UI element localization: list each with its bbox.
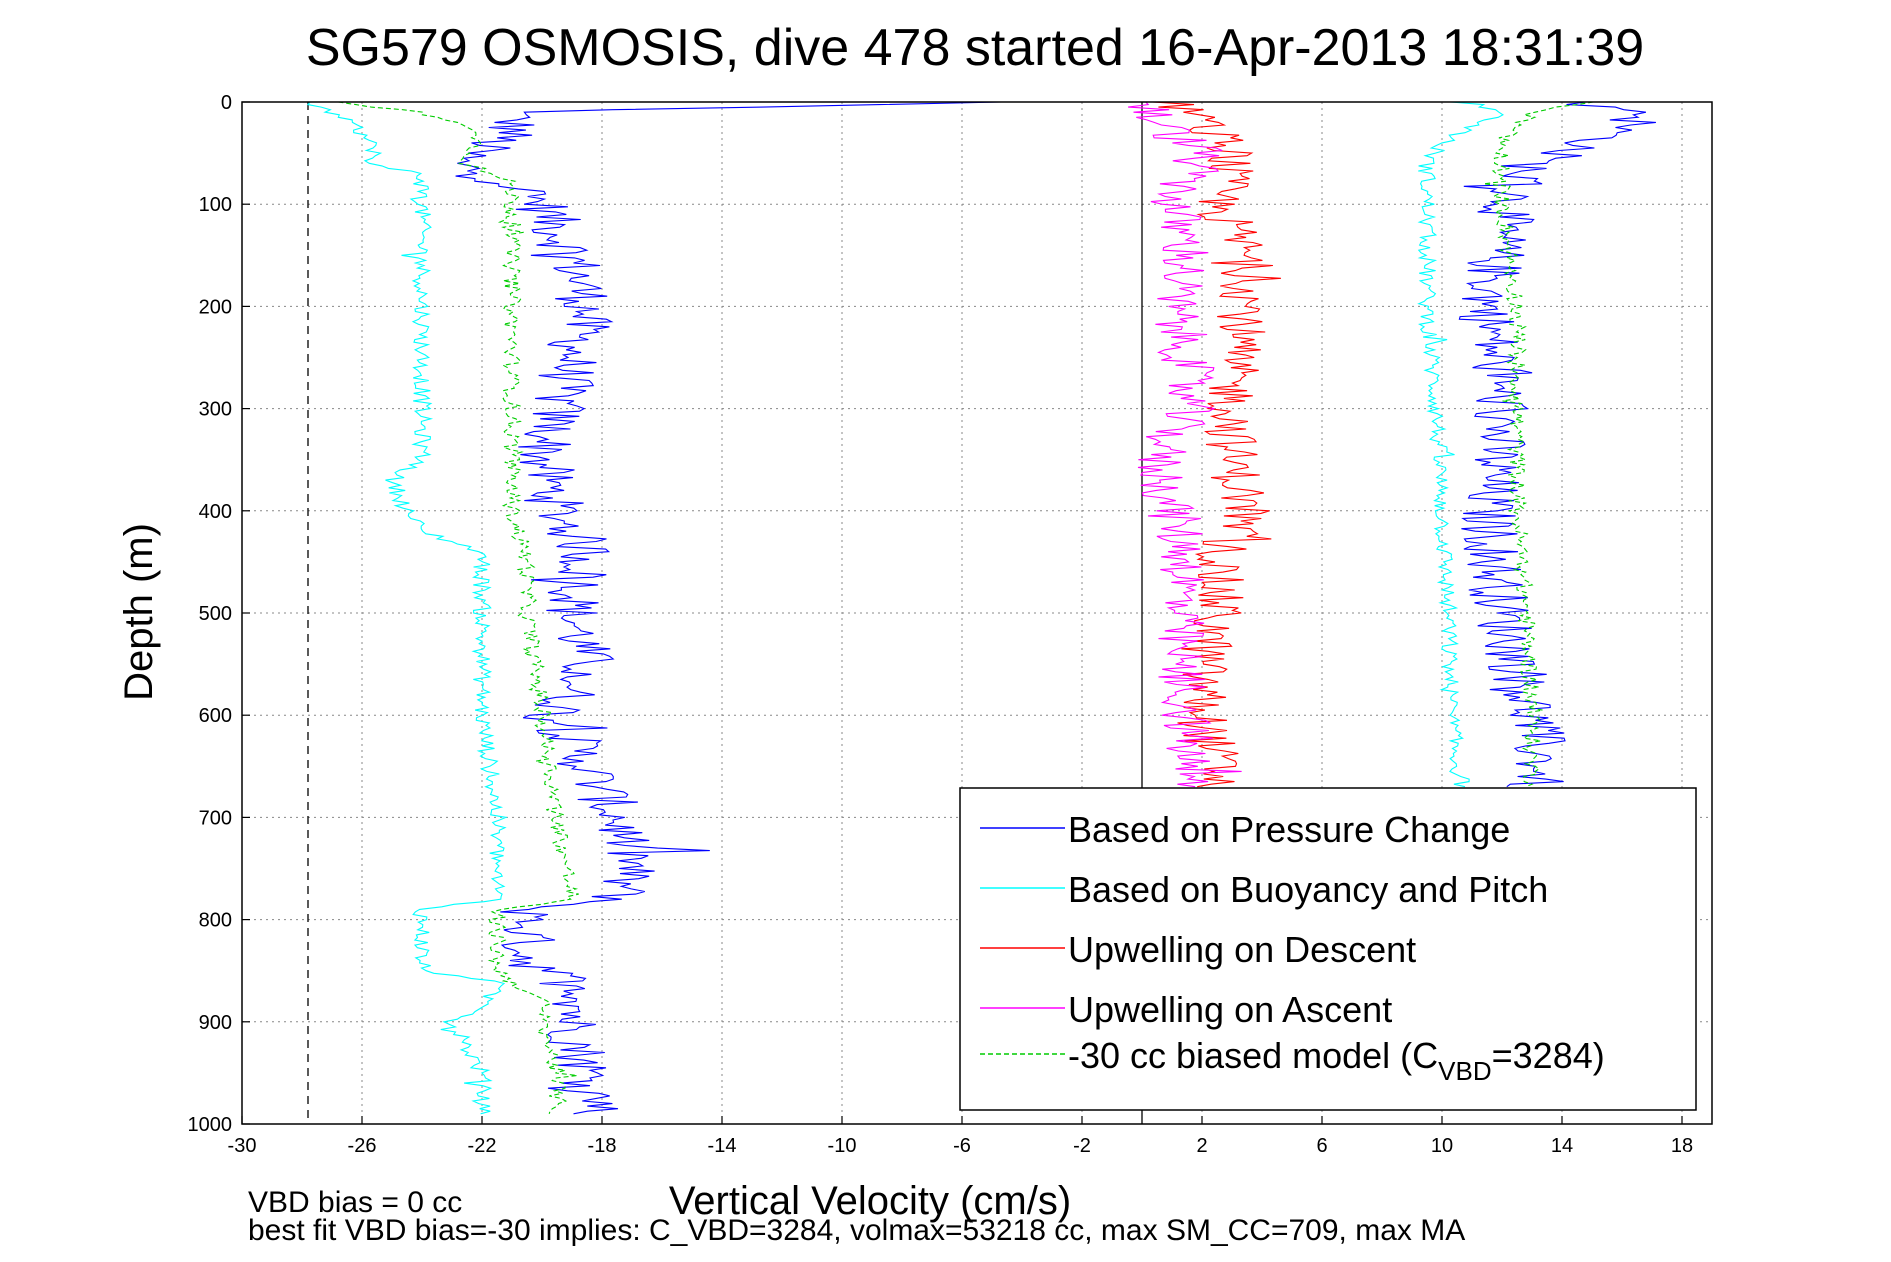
legend-subscript: VBD (1438, 1056, 1491, 1086)
legend: Based on Pressure Change Based on Buoyanc… (959, 787, 1697, 1111)
x-tick-label: -18 (588, 1135, 617, 1157)
y-tick-label: 700 (199, 807, 232, 829)
series-group (306, 101, 1656, 1115)
x-tick-label: -2 (1073, 1135, 1091, 1157)
y-axis-label: Depth (m) (117, 523, 161, 701)
x-tick-label: -22 (468, 1135, 497, 1157)
series-line-2 (306, 101, 508, 1115)
legend-label: Based on Pressure Change (1068, 809, 1510, 850)
y-tick-label: 800 (199, 910, 232, 932)
series-line-7 (1483, 101, 1594, 788)
x-tick-label: 14 (1551, 1135, 1573, 1157)
series-line-1 (1458, 101, 1656, 788)
x-tick-label: 10 (1431, 1135, 1453, 1157)
series-line-6 (338, 101, 579, 1114)
y-tick-label: 300 (199, 399, 232, 421)
x-tick-labels: -30 -26 -22 -18 -14 -10 -6 -2 2 6 10 14 18 (228, 1135, 1694, 1157)
legend-box (959, 787, 1697, 1111)
x-tick-label: 6 (1316, 1135, 1327, 1157)
vbd-bias-note: VBD bias = 0 cc (248, 1186, 462, 1219)
series-line-3 (1417, 101, 1504, 788)
y-tick-label: 900 (199, 1012, 232, 1034)
y-tick-label: 0 (221, 92, 232, 114)
x-tick-label: -10 (828, 1135, 857, 1157)
legend-label: Upwelling on Descent (1068, 929, 1416, 970)
legend-label: Based on Buoyancy and Pitch (1068, 869, 1548, 910)
y-tick-labels: 0 100 200 300 400 500 600 700 800 900 1000 (188, 92, 233, 1136)
x-tick-label: -26 (348, 1135, 377, 1157)
x-tick-label: -30 (228, 1135, 257, 1157)
y-tick-label: 400 (199, 501, 232, 523)
y-tick-label: 1000 (188, 1114, 233, 1136)
y-tick-label: 200 (199, 296, 232, 318)
legend-label: Upwelling on Ascent (1068, 989, 1392, 1030)
x-tick-label: -6 (953, 1135, 971, 1157)
chart-title: SG579 OSMOSIS, dive 478 started 16-Apr-2… (306, 19, 1644, 77)
plot-frame (241, 101, 1713, 1125)
series-line-0 (455, 101, 1002, 1115)
legend-suffix: =3284) (1492, 1035, 1605, 1076)
y-tick-label: 500 (199, 603, 232, 625)
x-tick-label: 2 (1196, 1135, 1207, 1157)
y-tick-label: 100 (199, 194, 232, 216)
x-tick-label: 18 (1671, 1135, 1693, 1157)
series-line-5 (1128, 101, 1242, 788)
best-fit-note: best fit VBD bias=-30 implies: C_VBD=328… (248, 1214, 1465, 1247)
series-line-4 (1152, 101, 1281, 788)
x-axis-label: Vertical Velocity (cm/s) (669, 1179, 1071, 1223)
y-tick-label: 600 (199, 705, 232, 727)
x-tick-label: -14 (708, 1135, 737, 1157)
